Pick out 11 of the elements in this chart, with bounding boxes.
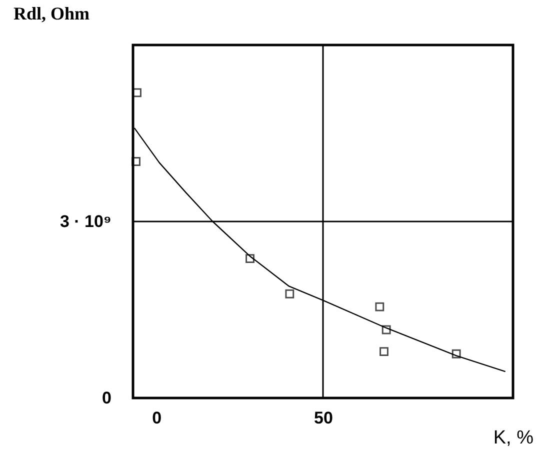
x-tick-label: 50 [314,408,333,428]
point [285,289,294,298]
x-axis-title: K, % [493,428,534,448]
point [375,302,384,312]
point [132,157,140,166]
point [380,347,388,356]
y-tick-label: 3 · 10⁹ [60,212,112,231]
point [452,349,461,358]
y-axis-title: Rdl, Ohm [14,4,90,24]
point [246,254,254,264]
point [382,325,391,334]
